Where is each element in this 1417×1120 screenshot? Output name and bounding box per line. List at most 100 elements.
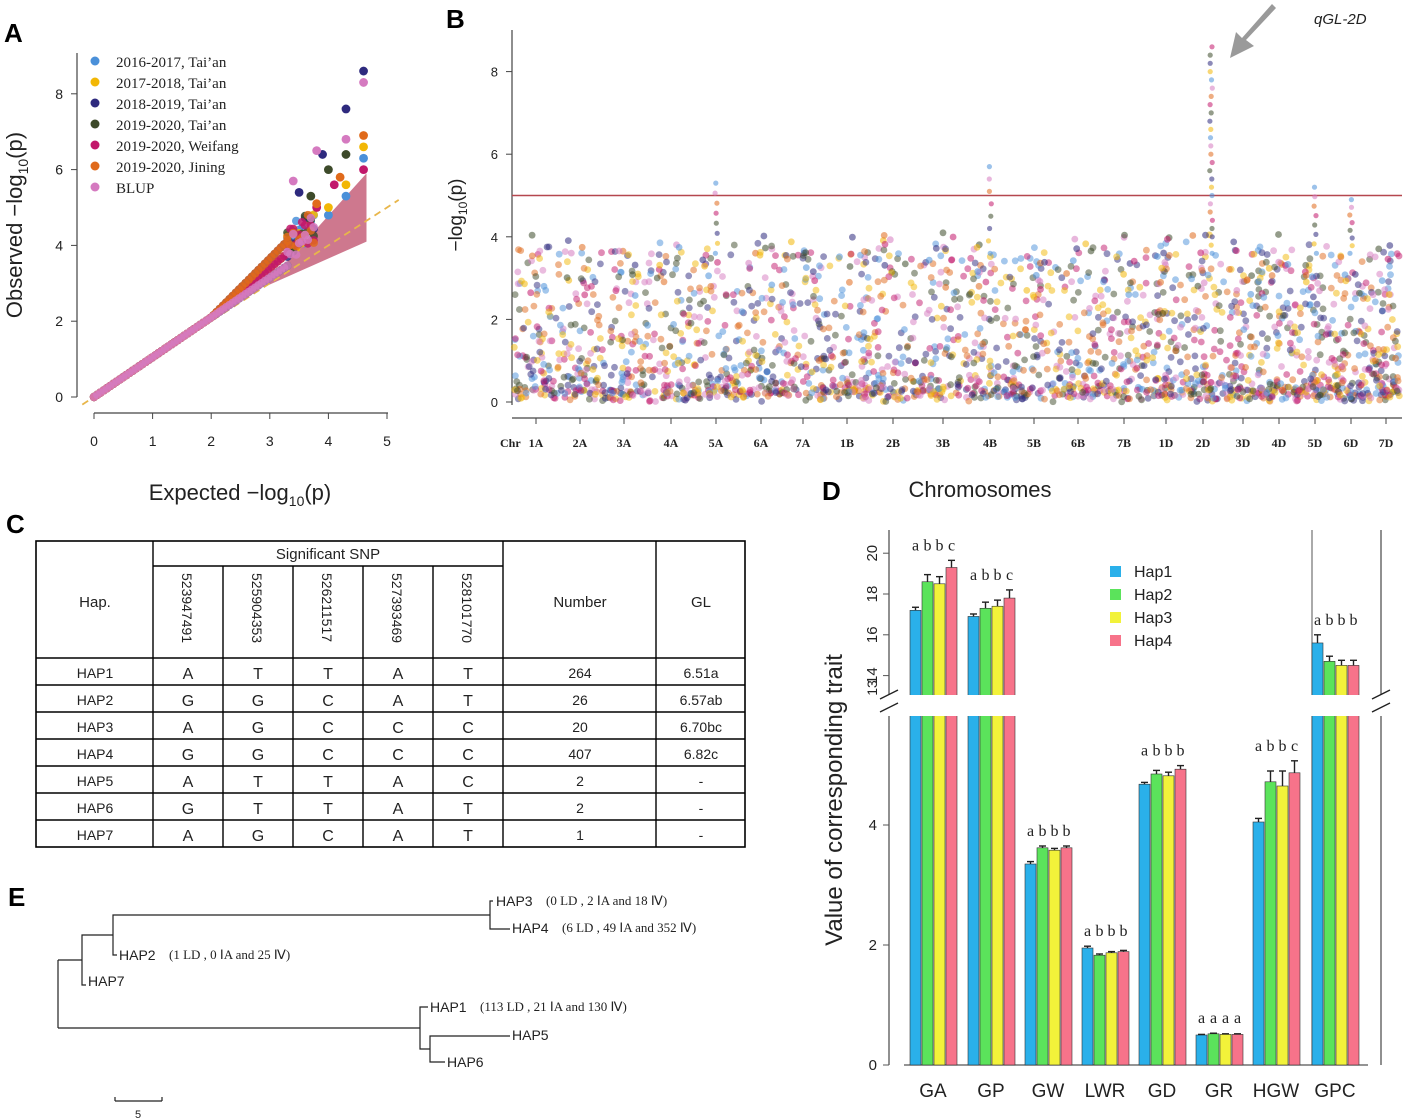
- manhattan-point: [966, 290, 974, 298]
- qq-top-point: [341, 191, 351, 201]
- manhattan-point: [1309, 383, 1317, 391]
- bar-gp-hap2: [979, 607, 992, 1066]
- manhattan-point: [1275, 339, 1282, 347]
- manhattan-point: [826, 262, 834, 270]
- manhattan-point: [561, 338, 569, 346]
- manhattan-point: [693, 326, 701, 334]
- manhattan-point: [1297, 323, 1305, 331]
- manhattan-point: [1200, 353, 1208, 361]
- manhattan-point: [1049, 398, 1057, 406]
- manhattan-point: [1220, 278, 1227, 286]
- qq-legend-label: 2016-2017, Tai’an: [116, 55, 227, 71]
- manhattan-point: [663, 258, 670, 266]
- manhattan-point: [1177, 323, 1184, 331]
- manhattan-point: [756, 251, 764, 259]
- manhattan-point: [1056, 374, 1064, 382]
- manhattan-point: [1383, 346, 1390, 353]
- manhattan-point: [909, 291, 916, 298]
- manhattan-point: [1249, 387, 1257, 395]
- significance-letter: c: [1006, 567, 1013, 584]
- panel-label-b: B: [446, 4, 465, 34]
- manhattan-point: [1124, 297, 1131, 305]
- manhattan-point: [991, 265, 999, 273]
- manhattan-point: [825, 324, 833, 332]
- manhattan-point: [1056, 363, 1064, 371]
- manhattan-point: [1271, 263, 1278, 271]
- manhattan-point: [1022, 317, 1030, 325]
- manhattan-point: [1094, 326, 1102, 334]
- manhattan-point: [1172, 296, 1180, 304]
- bar-category-label: GPC: [1314, 1081, 1355, 1102]
- manhattan-point: [830, 297, 838, 305]
- manhattan-point: [550, 389, 558, 397]
- manhattan-point: [1330, 300, 1338, 308]
- bar-category-label: GR: [1205, 1081, 1234, 1102]
- hap-name: HAP1: [77, 665, 114, 681]
- manhattan-point: [1302, 300, 1309, 308]
- manhattan-point: [530, 302, 538, 310]
- manhattan-point: [947, 392, 955, 400]
- panel-label-a: A: [4, 18, 23, 48]
- chromosome-label: 2A: [573, 436, 588, 450]
- manhattan-point: [521, 306, 529, 313]
- manhattan-point: [1067, 262, 1075, 270]
- manhattan-point: [1108, 359, 1116, 367]
- manhattan-point: [1333, 272, 1341, 279]
- manhattan-point: [1066, 358, 1073, 366]
- manhattan-point: [932, 244, 940, 252]
- manhattan-point: [1218, 374, 1225, 381]
- qq-top-point: [341, 150, 351, 159]
- manhattan-point: [510, 343, 518, 351]
- manhattan-point: [1275, 292, 1283, 300]
- manhattan-point: [874, 328, 882, 336]
- manhattan-peak-point: [1347, 250, 1353, 256]
- tree-leaf-label: HAP4: [512, 920, 549, 936]
- bar-gw-hap3: [1048, 849, 1061, 1066]
- manhattan-point: [862, 258, 870, 266]
- manhattan-point: [656, 261, 664, 269]
- manhattan-point: [797, 363, 805, 371]
- manhattan-point: [1197, 338, 1205, 346]
- manhattan-point: [1004, 304, 1012, 312]
- manhattan-point: [594, 301, 601, 308]
- manhattan-point: [1352, 295, 1359, 303]
- manhattan-point: [993, 344, 1000, 352]
- manhattan-point: [611, 363, 618, 371]
- manhattan-point: [715, 332, 723, 340]
- manhattan-point: [1386, 263, 1393, 270]
- manhattan-point: [528, 358, 536, 365]
- manhattan-point: [1376, 270, 1384, 278]
- manhattan-point: [1094, 390, 1101, 398]
- allele-cell: C: [322, 828, 334, 845]
- manhattan-point: [709, 307, 716, 315]
- axis-break-gap: [886, 695, 1384, 716]
- manhattan-point: [1302, 272, 1310, 279]
- bar-y-tick-label: 16: [864, 626, 881, 643]
- manhattan-point: [820, 361, 827, 369]
- manhattan-point: [1143, 356, 1151, 364]
- manhattan-point: [758, 347, 765, 355]
- manhattan-point: [699, 256, 707, 264]
- manhattan-point: [675, 395, 683, 403]
- manhattan-point: [807, 337, 815, 345]
- manhattan-point: [791, 335, 799, 342]
- manhattan-point: [721, 377, 729, 385]
- manhattan-point: [1162, 381, 1169, 389]
- manhattan-point: [772, 389, 780, 396]
- qq-top-point: [341, 180, 351, 190]
- manhattan-point: [832, 310, 839, 318]
- manhattan-point: [1176, 386, 1184, 394]
- bar-lwr-hap3: [1105, 952, 1118, 1066]
- manhattan-point: [660, 278, 668, 286]
- manhattan-peak-point: [986, 176, 992, 182]
- manhattan-point: [1029, 366, 1037, 374]
- manhattan-point: [846, 278, 853, 286]
- manhattan-point: [1172, 276, 1179, 283]
- manhattan-point: [714, 377, 722, 385]
- manhattan-point: [1365, 366, 1372, 374]
- manhattan-point: [651, 330, 658, 338]
- manhattan-point: [816, 262, 823, 270]
- manhattan-point: [683, 394, 691, 402]
- manhattan-point: [1331, 360, 1339, 368]
